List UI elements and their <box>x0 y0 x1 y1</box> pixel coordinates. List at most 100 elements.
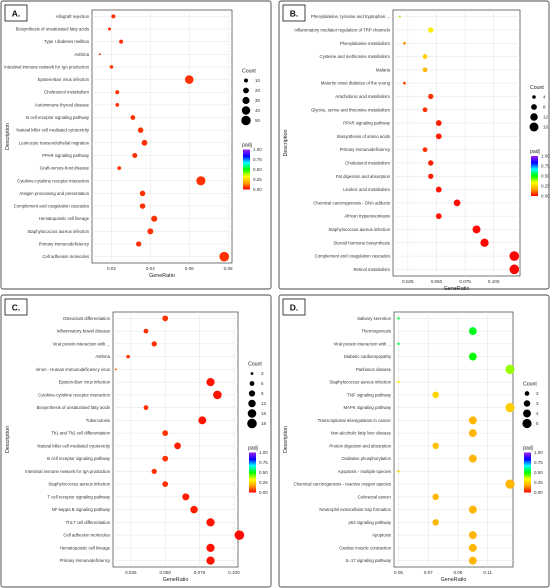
size-legend-label: 5 <box>536 421 539 426</box>
term-point <box>162 315 169 322</box>
term-label: Natural killer cell mediated cytotoxicit… <box>16 128 89 133</box>
term-point <box>432 519 439 526</box>
x-tick-label: 0.050 <box>159 570 171 575</box>
term-label: Epstein-Barr virus infection <box>38 77 90 82</box>
term-point <box>422 54 428 59</box>
term-point <box>162 455 169 462</box>
padj-legend-label: 0.00 <box>534 490 543 495</box>
term-label: Natural killer cell mediated cytotoxicit… <box>37 443 110 448</box>
y-axis-title: Description <box>5 426 11 453</box>
padj-legend-label: 0.75 <box>541 164 550 169</box>
size-legend-dot <box>524 391 530 396</box>
term-point <box>151 215 158 222</box>
size-legend-dot <box>241 115 251 126</box>
term-label: Phenylalanine, tyrosine and tryptophan .… <box>311 14 390 19</box>
term-point <box>151 468 157 475</box>
size-legend-dot <box>530 113 538 121</box>
term-point <box>468 543 477 552</box>
term-label: Thermogenesis <box>361 329 391 334</box>
padj-legend-label: 1.00 <box>259 450 268 455</box>
size-legend-title: Count <box>530 85 544 91</box>
term-label: Asthma <box>95 354 110 359</box>
term-point <box>190 505 198 514</box>
size-legend-label: 16 <box>543 125 549 130</box>
x-axis-title: GeneRatio <box>163 577 189 583</box>
padj-legend-label: 0.00 <box>253 187 262 192</box>
panel-b: B. 0.025 0.050 0.075 0.100 Phenylalanine, tyr… <box>278 0 550 292</box>
x-tick-label: 0.075 <box>459 279 471 284</box>
term-label: Epstein-Barr virus infection <box>59 380 111 385</box>
term-label: Malaria <box>376 67 391 72</box>
padj-colorbar <box>524 452 531 493</box>
term-point <box>403 41 406 45</box>
term-point <box>206 377 215 387</box>
term-point <box>206 518 215 527</box>
term-point <box>453 199 461 207</box>
size-legend-label: 40 <box>255 108 261 113</box>
term-label: Autoimmune thyroid disease <box>35 102 90 107</box>
x-tick-label: 0.02 <box>107 266 116 271</box>
term-label: Antigen processing and presentation <box>19 191 89 196</box>
panel-label-box <box>4 298 28 316</box>
term-point <box>132 152 138 158</box>
x-tick-label: 0.075 <box>194 570 206 575</box>
term-label: Intestinal immune network for IgA produc… <box>25 469 110 474</box>
term-label: NF-kappa B signaling pathway <box>52 507 111 512</box>
padj-colorbar <box>249 452 256 493</box>
term-label: Fat digestion and absorption <box>336 174 391 179</box>
term-point <box>472 225 481 234</box>
term-point <box>468 352 477 361</box>
size-legend-title: Count <box>248 362 262 368</box>
term-label: Cysteine and methionine metabolism <box>320 54 391 59</box>
term-label: p53 signaling pathway <box>348 520 391 525</box>
size-legend-label: 2 <box>536 391 539 396</box>
term-label: Inflammatory bowel disease <box>57 329 111 334</box>
panel-label-box <box>4 4 28 22</box>
padj-legend-label: 1.00 <box>541 154 550 159</box>
size-legend-label: 8 <box>543 105 546 110</box>
size-legend-dot <box>243 87 249 94</box>
padj-legend-label: 0.25 <box>259 480 268 485</box>
x-axis-title: GeneRatio <box>441 577 467 583</box>
term-label: Neutrophil extracellular trap formation <box>319 507 391 512</box>
padj-legend-label: 0.50 <box>534 470 543 475</box>
term-label: Cardiac muscle contraction <box>339 545 391 550</box>
size-legend-title: Count <box>242 69 256 75</box>
term-label: Virion - Human immunodeficiency virus <box>36 367 110 372</box>
term-point <box>398 15 401 18</box>
x-tick-label: 0.07 <box>424 570 433 575</box>
panel-label-box <box>282 298 306 316</box>
term-label: Staphylococcus aureus infection <box>328 227 390 232</box>
size-legend-label: 12 <box>261 401 267 406</box>
term-label: Hematopoietic cell lineage <box>60 545 111 550</box>
size-legend-dot <box>522 418 532 429</box>
y-axis-title: Description <box>283 426 289 453</box>
term-point <box>213 390 222 400</box>
term-point <box>397 317 400 320</box>
padj-legend-title: padj <box>523 446 533 452</box>
term-point <box>119 39 124 44</box>
size-legend-label: 3 <box>536 401 539 406</box>
term-point <box>397 380 400 384</box>
x-tick-label: 0.11 <box>483 570 492 575</box>
term-label: MAPK signaling pathway <box>343 405 391 410</box>
size-legend-dot <box>532 95 536 99</box>
plot-area <box>112 311 239 568</box>
term-label: Steroid hormone biosynthesis <box>333 240 390 245</box>
term-label: Cell adhesion molecules <box>63 533 110 538</box>
term-point <box>206 556 215 565</box>
term-label: Cholesterol metabolism <box>345 160 390 165</box>
term-point <box>109 65 114 69</box>
x-tick-label: 0.100 <box>228 570 240 575</box>
term-label: B cell receptor signaling pathway <box>47 456 111 461</box>
term-point <box>182 493 190 501</box>
term-point <box>219 251 230 262</box>
term-point <box>468 531 477 540</box>
term-point <box>196 176 206 186</box>
size-legend-dot <box>523 409 531 418</box>
term-label: Complement and coagulation cascades <box>14 204 89 209</box>
size-legend-label: 12 <box>543 115 549 120</box>
term-label: Hematopoietic cell lineage <box>39 216 90 221</box>
term-label: Staphylococcus aureus infection <box>48 482 110 487</box>
term-label: Staphylococcus aureus infection <box>329 380 391 385</box>
